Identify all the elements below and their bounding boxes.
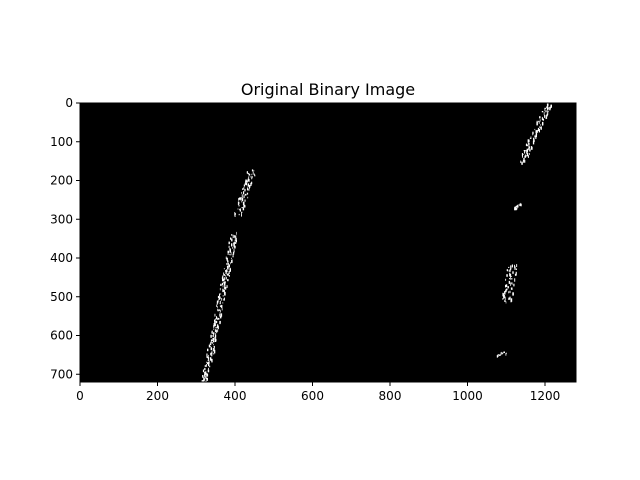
y-tick-label-400: 400: [50, 251, 73, 265]
feature-right-lane-dash: [514, 202, 522, 211]
y-tick-label-500: 500: [50, 290, 73, 304]
x-tick-label-0: 0: [76, 389, 84, 403]
x-tick-label-1200: 1200: [530, 389, 561, 403]
feature-right-lane-bottom-speck: [496, 351, 507, 358]
x-axis: 0 200 400 600 800 1000 1200: [76, 382, 560, 403]
feature-right-lane-top: [520, 103, 552, 165]
x-tick-label-600: 600: [301, 389, 324, 403]
plot-area: [79, 102, 577, 385]
x-tick-label-800: 800: [379, 389, 402, 403]
y-tick-label-100: 100: [50, 135, 73, 149]
y-tick-label-700: 700: [50, 367, 73, 381]
x-tick-label-400: 400: [224, 389, 247, 403]
image-background: [80, 103, 576, 382]
feature-right-lane-middle: [502, 264, 518, 304]
x-tick-label-200: 200: [146, 389, 169, 403]
x-tick-label-1000: 1000: [452, 389, 483, 403]
binary-features: [201, 103, 552, 385]
axes-frame: [79, 102, 577, 383]
feature-left-lane-lower: [201, 231, 237, 385]
y-tick-label-600: 600: [50, 329, 73, 343]
chart-title: Original Binary Image: [241, 80, 415, 99]
y-tick-label-300: 300: [50, 212, 73, 226]
feature-left-lane-upper-blobs: [234, 169, 256, 217]
y-tick-label-200: 200: [50, 174, 73, 188]
y-axis: 0 100 200 300 400 500 600 700: [50, 96, 80, 381]
y-tick-label-0: 0: [65, 96, 73, 110]
